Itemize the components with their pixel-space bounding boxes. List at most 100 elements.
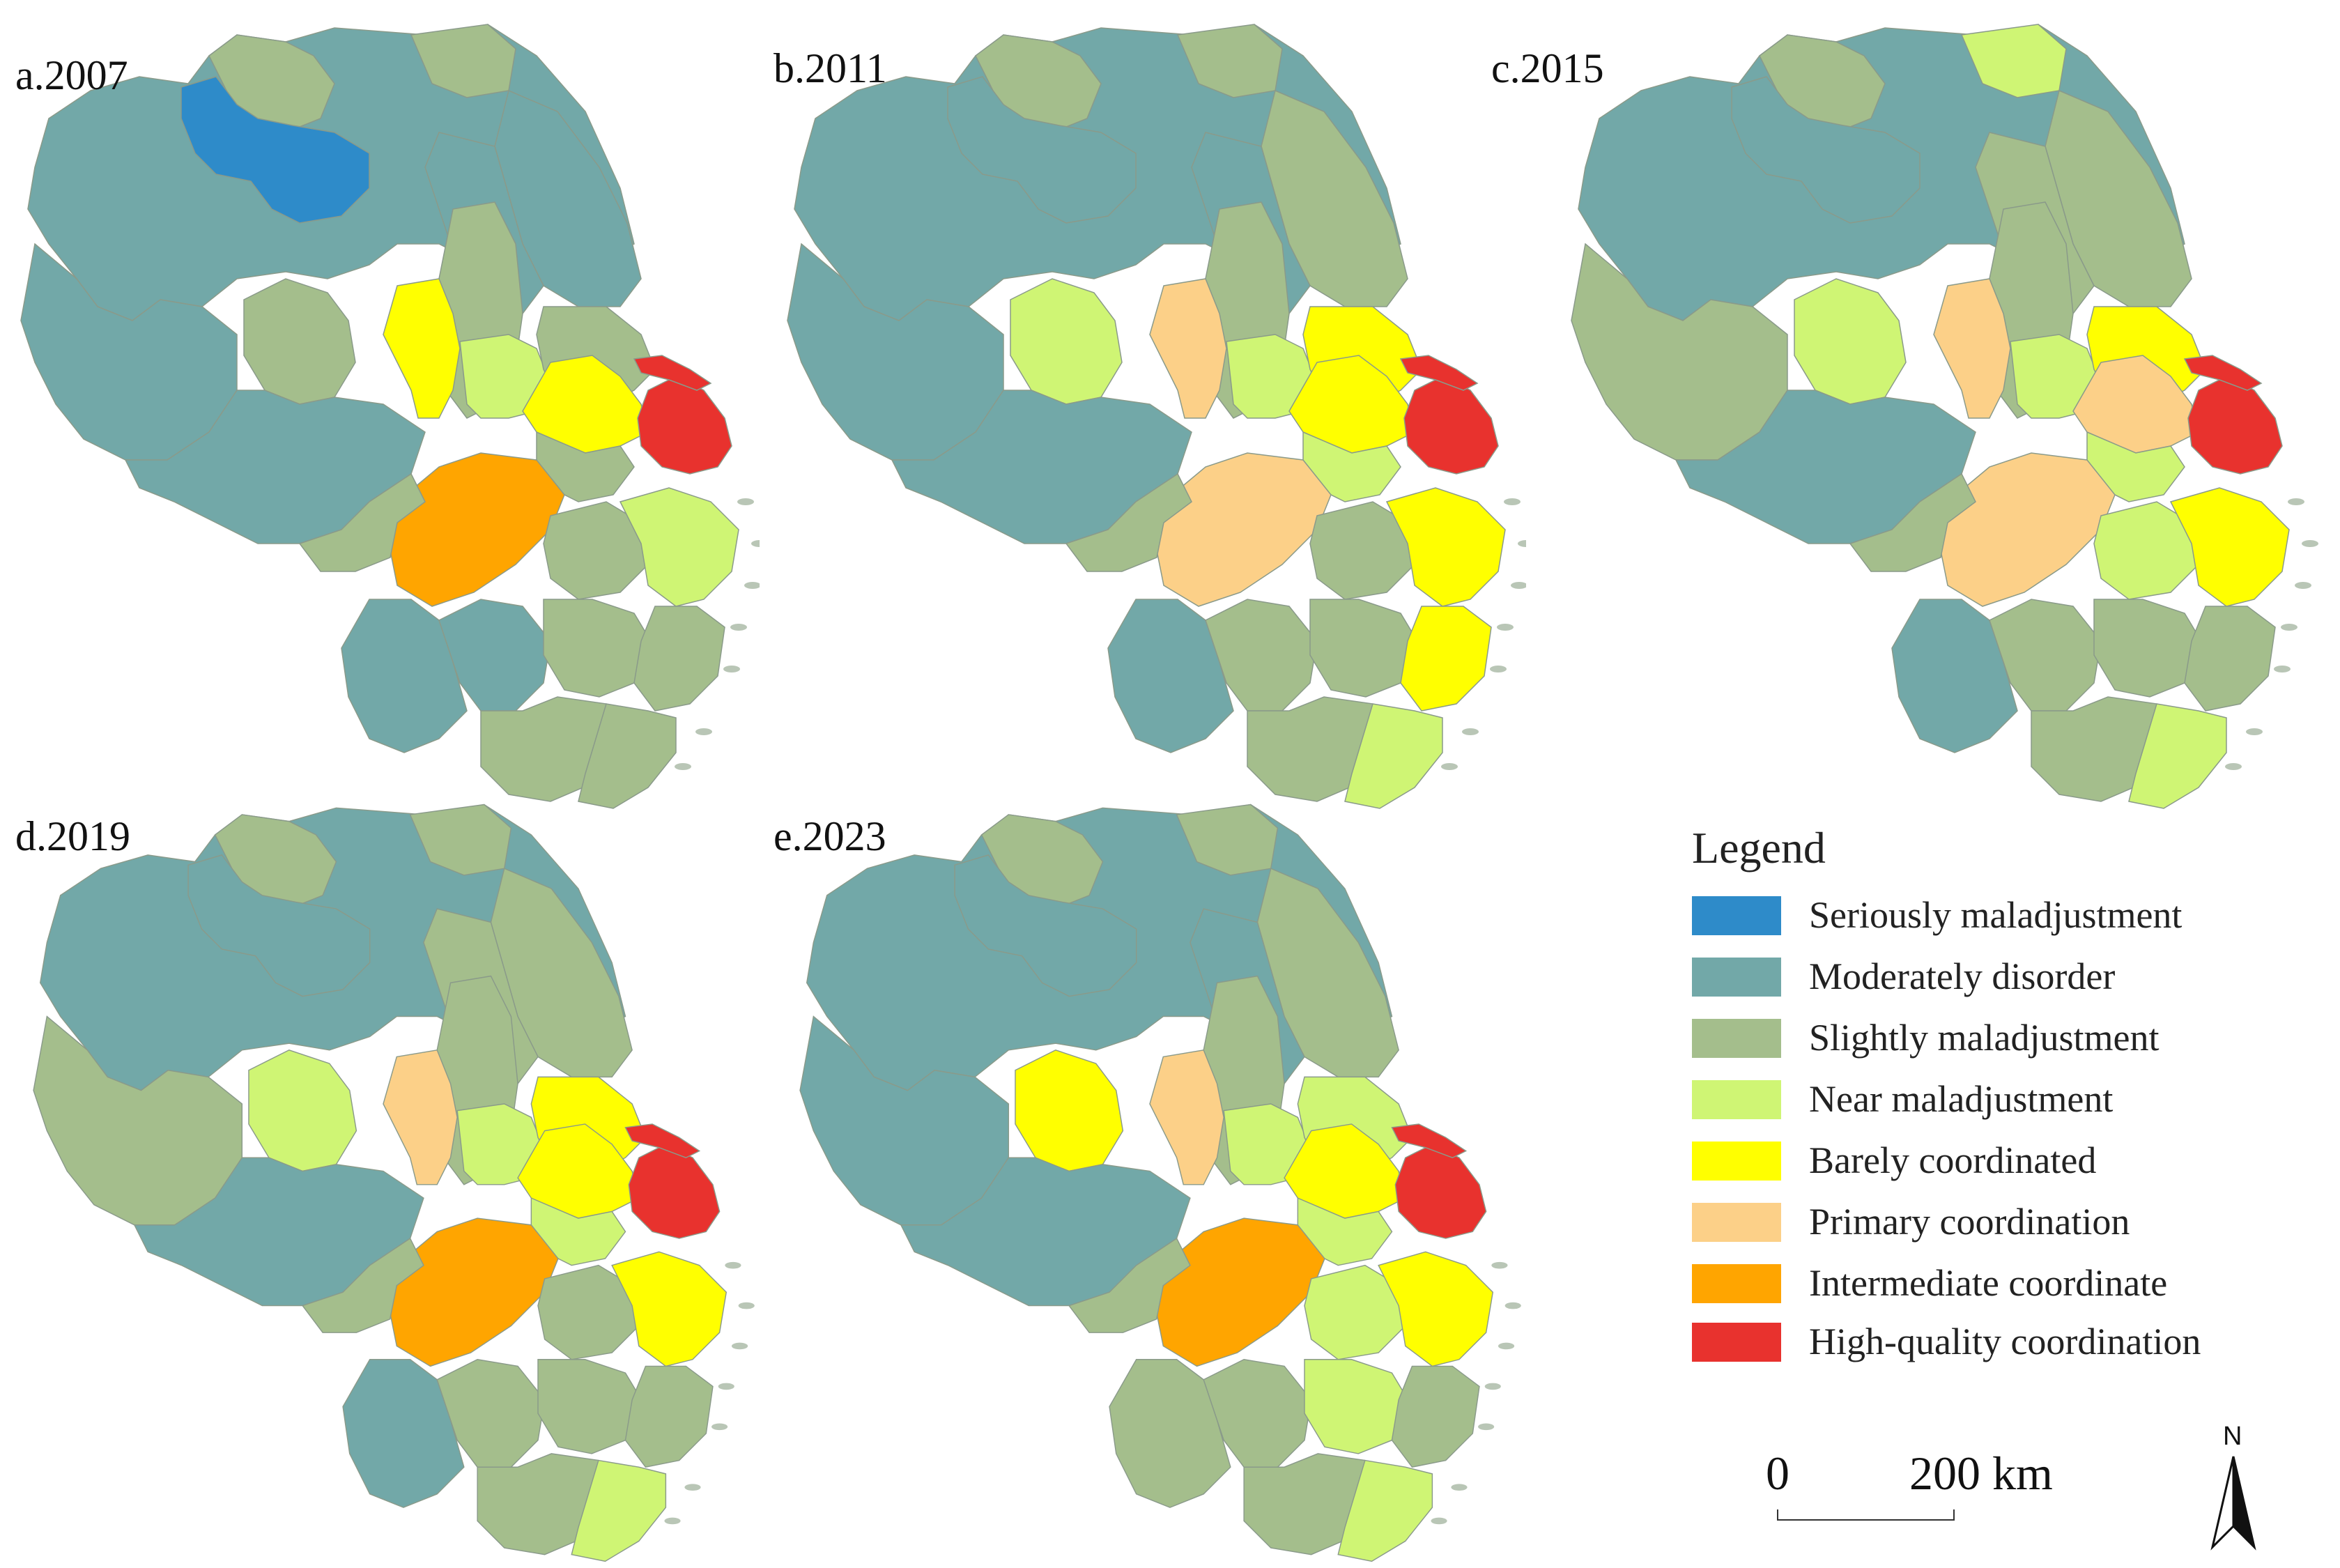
map-panel-2023: e.2023	[773, 794, 1526, 1568]
legend-swatch-moderately	[1692, 958, 1781, 997]
legend-item-high: High-quality coordination	[1692, 1319, 2305, 1365]
region-hangzhou	[1940, 452, 2116, 607]
region-shaoxing	[537, 1264, 640, 1360]
map-regions-p2019	[33, 804, 755, 1562]
island	[730, 624, 747, 631]
scale-line	[1777, 1519, 1955, 1521]
island	[1518, 540, 1526, 547]
map-panel-2019: d.2019	[7, 794, 760, 1568]
region-nanjing	[1149, 1049, 1224, 1185]
coastal-islands	[675, 498, 760, 770]
region-wenzhou	[578, 703, 677, 809]
island	[1490, 666, 1507, 672]
region-huangshan	[1109, 1359, 1231, 1508]
legend-label-moderately: Moderately disorder	[1809, 955, 2116, 997]
region-huangshan	[341, 599, 468, 753]
region-north-jiangsu-seriously	[954, 854, 1137, 997]
coastal-islands	[1441, 498, 1526, 770]
region-shaoxing	[2093, 501, 2199, 600]
map-2007-svg	[20, 24, 760, 809]
island	[2246, 728, 2263, 735]
legend-swatch-high	[1692, 1323, 1781, 1362]
legend-label-primary: Primary coordination	[1809, 1201, 2130, 1243]
legend-item-barely: Barely coordinated	[1692, 1137, 2305, 1183]
region-anhui-south	[900, 1157, 1191, 1307]
region-shanghai	[1394, 1144, 1487, 1239]
panel-label-2011: b.2011	[773, 45, 887, 91]
region-chongming	[624, 1123, 701, 1159]
map-regions-p2015	[1571, 24, 2318, 809]
region-ningbo	[1385, 487, 1506, 607]
region-anhui-south	[124, 390, 426, 544]
region-hangzhou	[390, 452, 565, 607]
island	[1491, 1261, 1508, 1269]
island	[1451, 1484, 1468, 1491]
island	[675, 763, 691, 770]
region-north-jiangsu-seriously	[1731, 76, 1921, 224]
island	[725, 1261, 741, 1269]
region-chongming	[1391, 1123, 1468, 1159]
region-ningbo	[2169, 487, 2290, 607]
island	[2288, 498, 2304, 505]
region-anhui-hefei	[1015, 1050, 1124, 1172]
island	[1431, 1517, 1447, 1525]
island	[2295, 582, 2311, 589]
legend-item-moderately: Moderately disorder	[1692, 953, 2305, 999]
region-quzhou	[436, 1359, 546, 1468]
legend-swatch-near	[1692, 1080, 1781, 1119]
coastal-islands	[664, 1261, 755, 1525]
island	[664, 1517, 681, 1525]
region-anhui-south	[1675, 390, 1976, 544]
region-north-jiangsu-seriously	[187, 854, 371, 997]
region-xuancheng	[301, 1237, 424, 1333]
region-taizhou-zj	[1391, 1365, 1480, 1468]
map-2011-svg	[787, 24, 1526, 809]
north-label: N	[2223, 1422, 2242, 1451]
legend-swatch-primary	[1692, 1203, 1781, 1242]
region-ningbo	[611, 1251, 728, 1367]
north-arrow: N	[2202, 1422, 2265, 1554]
map-2015-svg	[1571, 24, 2318, 809]
island	[2302, 540, 2318, 547]
region-wenzhou	[2128, 703, 2227, 809]
region-shanghai	[1403, 376, 1499, 475]
legend-swatch-intermediate	[1692, 1264, 1781, 1303]
region-taizhou-zj	[2184, 606, 2276, 712]
region-north-jiangsu-seriously	[180, 76, 370, 224]
legend-item-primary: Primary coordination	[1692, 1199, 2305, 1245]
legend-swatch-barely	[1692, 1142, 1781, 1181]
region-hangzhou	[389, 1217, 559, 1367]
legend-item-intermediate: Intermediate coordinate	[1692, 1260, 2305, 1306]
region-huangshan	[1891, 599, 2018, 753]
island	[1478, 1423, 1495, 1431]
map-regions-p2011	[787, 24, 1526, 809]
region-shanghai	[637, 376, 732, 475]
island	[1504, 1302, 1521, 1309]
map-2023-svg	[799, 804, 1521, 1562]
island	[2274, 666, 2291, 672]
island	[1511, 582, 1526, 589]
region-nanjing	[1933, 278, 2011, 419]
region-shaoxing	[1304, 1264, 1406, 1360]
region-quzhou	[1205, 599, 1318, 712]
region-anhui-hefei	[248, 1050, 357, 1172]
island	[711, 1423, 728, 1431]
legend-label-barely: Barely coordinated	[1809, 1139, 2097, 1181]
region-chongming	[2183, 355, 2263, 391]
island	[1484, 1383, 1501, 1390]
region-chongming	[633, 355, 712, 391]
legend-label-slightly: Slightly maladjustment	[1809, 1017, 2160, 1059]
region-wenzhou	[1337, 1459, 1433, 1562]
region-shanghai	[628, 1144, 721, 1239]
region-huangshan	[1107, 599, 1234, 753]
north-arrow-icon	[2210, 1456, 2256, 1551]
legend-label-intermediate: Intermediate coordinate	[1809, 1262, 2168, 1304]
region-shaoxing	[543, 501, 649, 600]
region-quzhou	[1203, 1359, 1312, 1468]
island	[1462, 728, 1479, 735]
panel-label-2019: d.2019	[15, 813, 130, 859]
region-nanjing	[1149, 278, 1227, 419]
island	[737, 498, 754, 505]
island	[1498, 1342, 1515, 1350]
legend-swatch-slightly	[1692, 1019, 1781, 1058]
